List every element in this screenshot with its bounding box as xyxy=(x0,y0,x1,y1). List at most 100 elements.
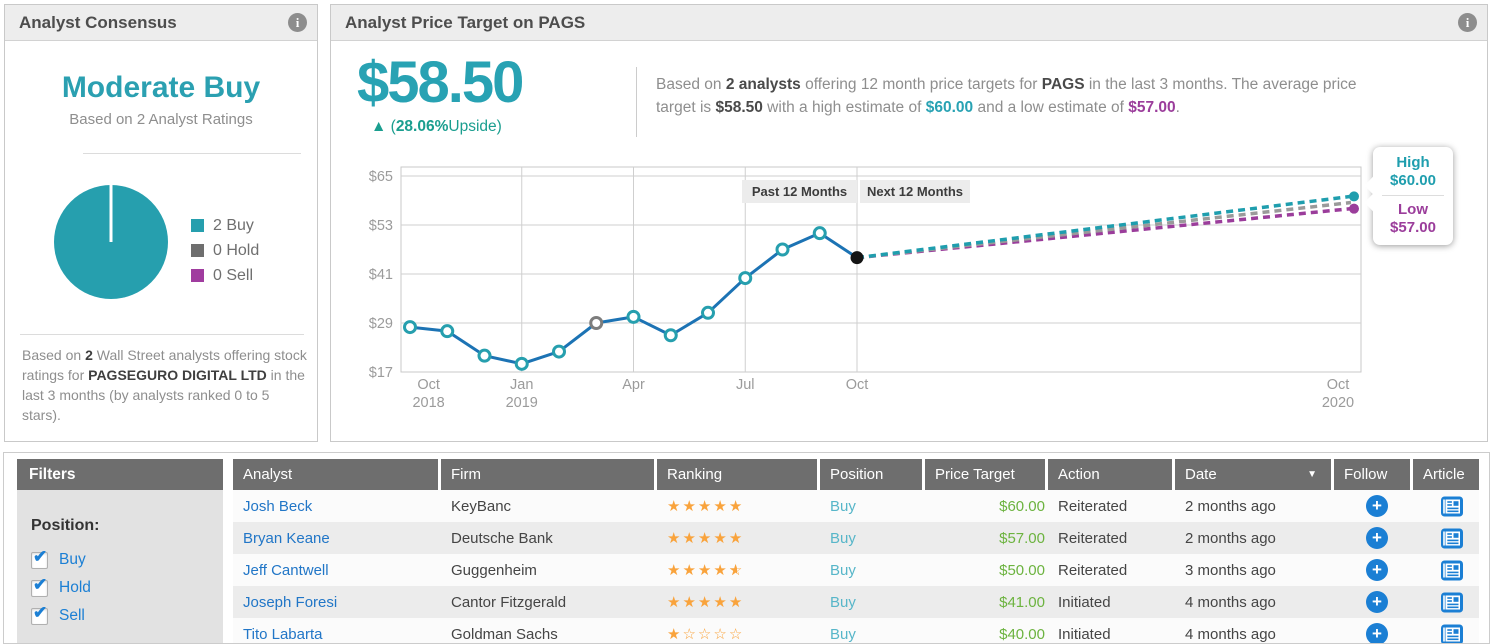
follow-cell: + xyxy=(1331,618,1410,643)
article-button[interactable] xyxy=(1438,560,1464,581)
action-value: Initiated xyxy=(1045,618,1172,643)
checkmark-icon: ✔ xyxy=(33,574,48,594)
analyst-link[interactable]: Josh Beck xyxy=(233,490,438,522)
star-icon: ★ xyxy=(667,562,683,579)
column-header-firm[interactable]: Firm xyxy=(438,459,654,490)
firm-name: Deutsche Bank xyxy=(438,522,654,554)
analyst-consensus-panel: Analyst Consensus i Moderate Buy Based o… xyxy=(4,4,318,442)
article-cell xyxy=(1410,490,1479,522)
checkbox-hold[interactable]: ✔ xyxy=(31,575,48,597)
legend-label: 0 Hold xyxy=(213,241,260,259)
x-axis-year-label: 2018 xyxy=(412,395,444,411)
star-icon: ★ xyxy=(667,498,683,515)
follow-button[interactable]: + xyxy=(1366,527,1388,549)
checkbox-sell[interactable]: ✔ xyxy=(31,603,48,625)
callout-high-label: High xyxy=(1396,154,1430,171)
ranking-stars: ★★★★★ xyxy=(654,586,817,618)
column-header-price-target[interactable]: Price Target xyxy=(922,459,1045,490)
half-star-icon: ★☆ xyxy=(728,562,745,579)
article-button[interactable] xyxy=(1438,528,1464,549)
table-row: Joseph Foresi Cantor Fitzgerald ★★★★★ Buy $4… xyxy=(233,586,1479,618)
price-point-marker xyxy=(477,348,492,363)
consensus-panel-header: Analyst Consensus i xyxy=(5,5,317,41)
price-point-marker xyxy=(589,316,604,330)
text-run: offering 12 month price targets for xyxy=(800,76,1042,93)
next-12-months-label: Next 12 Months xyxy=(860,180,970,203)
action-value: Reiterated xyxy=(1045,522,1172,554)
low-forecast-endpoint xyxy=(1349,203,1359,214)
legend-label: 2 Buy xyxy=(213,216,254,234)
consensus-subtitle: Based on 2 Analyst Ratings xyxy=(69,111,253,128)
column-header-position[interactable]: Position xyxy=(817,459,922,490)
table-row: Tito Labarta Goldman Sachs ★☆☆☆☆ Buy $40.00 I… xyxy=(233,618,1479,643)
average-price-target: $58.50 xyxy=(357,50,524,115)
upside-arrow-icon: ▲ ( xyxy=(371,118,396,135)
column-header-date[interactable]: Date ▼ xyxy=(1172,459,1331,490)
analyst-link[interactable]: Jeff Cantwell xyxy=(233,554,438,586)
callout-low-label: Low xyxy=(1398,201,1428,218)
divider xyxy=(83,153,301,154)
position-value: Buy xyxy=(817,618,922,643)
position-value: Buy xyxy=(817,554,922,586)
column-header-ranking[interactable]: Ranking xyxy=(654,459,817,490)
column-header-action[interactable]: Action xyxy=(1045,459,1172,490)
article-button[interactable] xyxy=(1438,592,1464,613)
table-row: Jeff CantwellGuggenheim★★★★★☆Buy$50.00Re… xyxy=(233,554,1479,586)
low-estimate: $57.00 xyxy=(1128,99,1176,116)
star-outline-icon: ☆ xyxy=(697,626,714,643)
filters-body: Position: ✔ Buy ✔ Hold ✔ Sell xyxy=(17,490,223,630)
filter-label-sell[interactable]: Sell xyxy=(59,607,85,624)
text-run: in the last 3 months. The average price … xyxy=(656,76,1357,116)
star-icon: ★ xyxy=(667,626,683,643)
follow-button[interactable]: + xyxy=(1366,623,1388,643)
filter-option-hold[interactable]: ✔ Hold xyxy=(31,574,223,602)
filter-label-buy[interactable]: Buy xyxy=(59,551,86,568)
analyst-link[interactable]: Bryan Keane xyxy=(233,522,438,554)
price-target-value: $60.00 xyxy=(922,490,1045,522)
legend-swatch-buy xyxy=(191,219,204,232)
filter-option-sell[interactable]: ✔ Sell xyxy=(31,602,223,630)
info-icon[interactable]: i xyxy=(288,13,307,32)
column-header-article[interactable]: Article xyxy=(1410,459,1479,490)
filter-option-buy[interactable]: ✔ Buy xyxy=(31,546,223,574)
follow-button[interactable]: + xyxy=(1366,591,1388,613)
article-newspaper-icon xyxy=(1441,560,1463,580)
analyst-ratings-section: Filters Position: ✔ Buy ✔ Hold ✔ Sell Analyst… xyxy=(3,452,1490,644)
article-button[interactable] xyxy=(1438,624,1464,643)
date-value: 4 months ago xyxy=(1172,618,1331,643)
action-value: Reiterated xyxy=(1045,554,1172,586)
follow-cell: + xyxy=(1331,522,1410,554)
divider xyxy=(20,334,304,335)
checkmark-icon: ✔ xyxy=(33,602,48,622)
follow-button[interactable]: + xyxy=(1366,559,1388,581)
star-icon: ★ xyxy=(667,594,683,611)
filter-label-hold[interactable]: Hold xyxy=(59,579,91,596)
star-icon: ★ xyxy=(728,498,745,515)
article-button[interactable] xyxy=(1438,496,1464,517)
past-12-months-label: Past 12 Months xyxy=(742,180,857,203)
follow-button[interactable]: + xyxy=(1366,495,1388,517)
callout-low-value: $57.00 xyxy=(1390,219,1436,236)
info-icon[interactable]: i xyxy=(1458,13,1477,32)
analyst-link[interactable]: Tito Labarta xyxy=(233,618,438,643)
price-target-chart-area: $65 $53 $41 $29 $17 Oct 2018 Jan 2019 Apr Jul Oct Oc… xyxy=(331,147,1487,441)
text-run: Upside) xyxy=(448,118,502,135)
column-header-follow[interactable]: Follow xyxy=(1331,459,1410,490)
price-point-marker xyxy=(775,242,790,257)
price-point-marker xyxy=(403,320,417,335)
star-icon: ★ xyxy=(713,530,729,547)
x-axis-tick-label: Jul xyxy=(736,377,755,393)
checkbox-buy[interactable]: ✔ xyxy=(31,547,48,569)
article-cell xyxy=(1410,618,1479,643)
high-forecast-endpoint xyxy=(1349,191,1359,202)
table-row: Bryan Keane Deutsche Bank ★★★★★ Buy $57.00 Re… xyxy=(233,522,1479,554)
date-value: 4 months ago xyxy=(1172,586,1331,618)
text-run: 2 xyxy=(85,347,93,363)
analyst-link[interactable]: Joseph Foresi xyxy=(233,586,438,618)
high-forecast-line xyxy=(856,194,1352,260)
price-target-value: $50.00 xyxy=(922,554,1045,586)
star-icon: ★ xyxy=(682,530,698,547)
y-axis-tick-label: $29 xyxy=(369,316,393,332)
column-header-analyst[interactable]: Analyst xyxy=(233,459,438,490)
price-target-value: $41.00 xyxy=(922,586,1045,618)
